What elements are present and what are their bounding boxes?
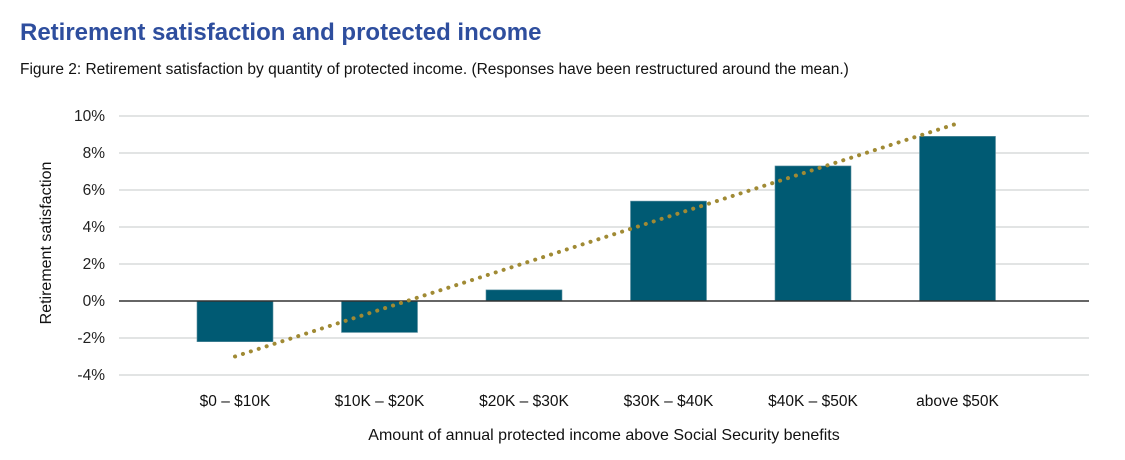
bar bbox=[919, 136, 996, 302]
x-tick-label: $20K – $30K bbox=[479, 393, 569, 410]
y-tick-label: -4% bbox=[77, 367, 105, 384]
bar bbox=[196, 300, 274, 343]
x-tick-label: $0 – $10K bbox=[200, 393, 271, 410]
y-tick-label: 0% bbox=[83, 293, 106, 310]
y-tick-label: -2% bbox=[77, 330, 105, 347]
trend-line bbox=[233, 121, 960, 359]
y-tick-label: 2% bbox=[83, 256, 106, 273]
chart-subtitle: Figure 2: Retirement satisfaction by qua… bbox=[20, 61, 849, 78]
chart-title: Retirement satisfaction and protected in… bbox=[20, 19, 542, 46]
y-axis-label: Retirement satisfaction bbox=[38, 162, 55, 325]
x-tick-label: $10K – $20K bbox=[335, 393, 425, 410]
y-tick-label: 8% bbox=[83, 145, 106, 162]
x-tick-label: above $50K bbox=[916, 393, 999, 410]
x-tick-label: $40K – $50K bbox=[768, 393, 858, 410]
bar bbox=[774, 165, 852, 302]
y-tick-label: 10% bbox=[74, 108, 105, 125]
y-tick-label: 6% bbox=[83, 182, 106, 199]
y-tick-label: 4% bbox=[83, 219, 106, 236]
bar bbox=[485, 289, 563, 302]
x-tick-labels: $0 – $10K $10K – $20K $20K – $30K $30K – $4… bbox=[200, 393, 1000, 410]
y-tick-labels: 10% 8% 6% 4% 2% 0% -2% -4% bbox=[74, 108, 105, 384]
bars bbox=[196, 136, 996, 343]
x-tick-label: $30K – $40K bbox=[624, 393, 714, 410]
x-axis-label: Amount of annual protected income above … bbox=[368, 427, 839, 444]
